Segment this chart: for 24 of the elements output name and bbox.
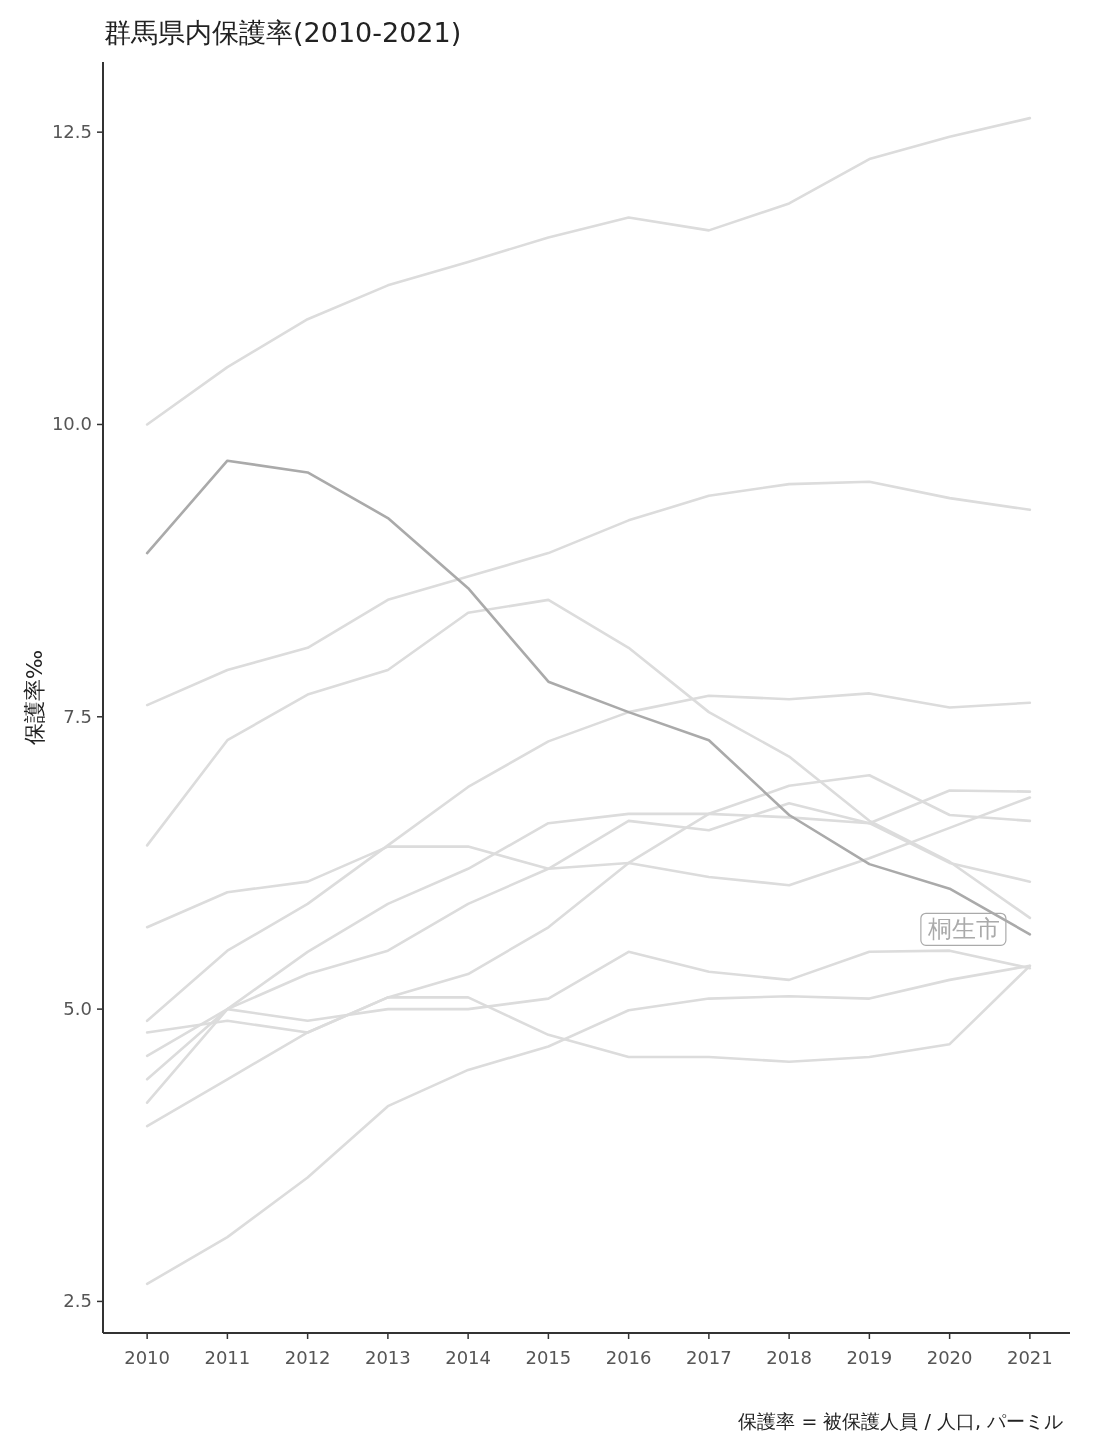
x-tick-label: 2018	[766, 1347, 813, 1368]
x-tick-label: 2015	[525, 1347, 572, 1368]
y-tick-label: 7.5	[63, 705, 92, 727]
x-tick-label: 2019	[846, 1347, 893, 1368]
y-tick-label: 10.0	[51, 413, 92, 435]
x-tick-label: 2016	[605, 1347, 652, 1368]
y-tick-label: 12.5	[51, 121, 92, 143]
y-tick-label: 2.5	[63, 1290, 92, 1312]
x-tick-label: 2012	[284, 1347, 331, 1368]
x-tick-label: 2014	[445, 1347, 492, 1368]
x-tick-label: 2021	[1006, 1347, 1053, 1368]
series-label: 桐生市	[926, 915, 1000, 944]
x-tick-label: 2011	[204, 1347, 251, 1368]
x-tick-label: 2020	[926, 1347, 973, 1368]
y-tick-label: 5.0	[63, 998, 92, 1020]
text: 保護率 = 被保護人員 / 人口, パーミル	[738, 1410, 1063, 1432]
y-axis-title: 保護率‰	[22, 649, 47, 746]
x-tick-label: 2010	[124, 1347, 171, 1368]
line-series	[145, 480, 1032, 707]
x-tick-label: 2017	[685, 1347, 732, 1368]
label: 桐生市	[920, 912, 1007, 946]
line-series	[145, 116, 1032, 426]
x-tick-label: 2013	[364, 1347, 411, 1368]
chart-title: 群馬県内保護率(2010-2021)	[104, 17, 462, 48]
